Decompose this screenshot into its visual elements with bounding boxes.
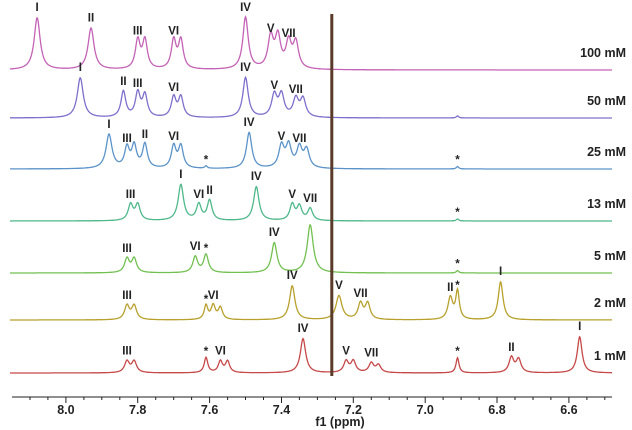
peak-label-2-mm-i: I [499, 266, 502, 278]
spectrum-trace-13-mm [10, 183, 612, 222]
peak-label-1-mm-iv: IV [298, 323, 309, 335]
spectrum-trace-1-mm [10, 335, 612, 374]
concentration-label-13-mm: 13 mM [587, 197, 626, 211]
peak-label-2-mm-asterisk: * [455, 280, 460, 292]
peak-label-50-mm-iv: IV [240, 62, 251, 74]
peak-label-13-mm-i: I [179, 169, 182, 181]
peak-label-2-mm-ii: II [447, 282, 453, 294]
x-tick-label: 8.0 [57, 403, 74, 417]
concentration-label-100-mm: 100 mM [580, 46, 626, 60]
x-tick-label: 7.4 [273, 403, 290, 417]
spectrum-trace-100-mm [9, 15, 612, 71]
peak-label-5-mm-vi: VI [190, 241, 201, 253]
concentration-label-25-mm: 25 mM [587, 145, 626, 159]
peak-label-25-mm-vii: VII [292, 133, 306, 145]
concentration-labels: 100 mM 50 mM 25 mM 13 mM 5 mM 2 mM 1 mM [580, 46, 626, 363]
peak-label-100-mm-iv: IV [240, 2, 251, 14]
peak-label-2-mm-vii: VII [353, 288, 367, 300]
x-tick-label: 7.6 [201, 403, 218, 417]
peak-label-13-mm-iv: IV [251, 171, 262, 183]
peak-label-2-mm-iv: IV [287, 270, 298, 282]
peak-label-2-mm-iii: III [122, 290, 132, 302]
peak-label-50-mm-v: V [270, 80, 278, 92]
peak-label-1-mm-v: V [342, 346, 350, 358]
peak-label-13-mm-ii: II [206, 185, 212, 197]
peak-label-25-mm-asterisk: * [204, 155, 209, 167]
peak-label-13-mm-v: V [288, 189, 296, 201]
peak-label-25-mm-iii: III [122, 133, 132, 145]
peak-label-13-mm-iii: III [126, 189, 136, 201]
peak-label-5-mm-asterisk: * [204, 243, 209, 255]
peak-label-13-mm-vi: VI [193, 189, 204, 201]
peak-label-1-mm-i: I [578, 321, 581, 333]
spectrum-trace-5-mm [10, 224, 612, 274]
peak-label-25-mm-ii: II [142, 129, 148, 141]
peak-label-50-mm-ii: II [120, 76, 126, 88]
x-axis-ticks: 8.0 7.8 7.6 7.4 7.2 7.0 6.8 6.6 [29, 397, 606, 417]
spectrum-trace-50-mm [10, 75, 612, 119]
peak-label-25-mm-i: I [107, 119, 110, 131]
spectrum-trace-25-mm [10, 131, 612, 170]
concentration-label-1-mm: 1 mM [594, 349, 626, 363]
x-tick-label: 6.6 [560, 403, 577, 417]
spectra-traces [9, 14, 612, 376]
spectrum-trace-2-mm [10, 280, 612, 321]
peak-label-100-mm-i: I [35, 2, 38, 14]
x-tick-label: 6.8 [488, 403, 505, 417]
peak-label-5-mm-iv: IV [269, 227, 280, 239]
peak-label-1-mm-asterisk: * [204, 346, 209, 358]
x-tick-label: 7.8 [129, 403, 146, 417]
peak-label-13-mm-vii: VII [303, 193, 317, 205]
peak-label-5-mm-asterisk: * [455, 259, 460, 271]
peak-label-100-mm-iii: III [133, 25, 143, 37]
peak-label-1-mm-ii: II [508, 342, 514, 354]
peak-label-100-mm-vii: VII [282, 28, 296, 40]
peak-label-5-mm-iii: III [122, 243, 132, 255]
peak-label-50-mm-iii: III [133, 78, 143, 90]
concentration-label-50-mm: 50 mM [587, 94, 626, 108]
peak-label-100-mm-vi: VI [168, 25, 179, 37]
x-tick-label: 7.2 [345, 403, 362, 417]
x-axis-title: f1 (ppm) [315, 415, 364, 429]
peak-label-100-mm-v: V [267, 23, 275, 35]
concentration-label-5-mm: 5 mM [594, 249, 626, 263]
peak-label-2-mm-v: V [335, 280, 343, 292]
x-axis: 8.0 7.8 7.6 7.4 7.2 7.0 6.8 6.6 [12, 396, 612, 417]
peak-label-25-mm-iv: IV [244, 117, 255, 129]
peak-label-25-mm-vi: VI [168, 131, 179, 143]
peak-label-50-mm-vi: VI [168, 82, 179, 94]
peak-label-100-mm-ii: II [88, 12, 94, 24]
x-tick-label: 7.0 [417, 403, 434, 417]
peak-label-13-mm-asterisk: * [455, 207, 460, 219]
peak-label-50-mm-i: I [79, 62, 82, 74]
peak-label-50-mm-vii: VII [289, 84, 303, 96]
concentration-label-2-mm: 2 mM [594, 296, 626, 310]
peak-label-25-mm-asterisk: * [455, 155, 460, 167]
peak-label-1-mm-iii: III [122, 346, 132, 358]
peak-label-1-mm-asterisk: * [455, 346, 460, 358]
peak-label-2-mm-vi: VI [208, 290, 219, 302]
peak-label-2-mm-asterisk: * [204, 294, 209, 306]
peak-label-1-mm-vi: VI [215, 346, 226, 358]
peak-label-25-mm-v: V [278, 131, 286, 143]
peak-label-1-mm-vii: VII [364, 348, 378, 360]
